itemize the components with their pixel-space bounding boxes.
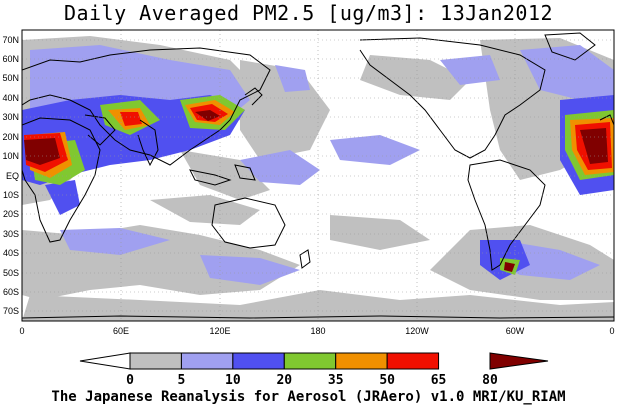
map-title: Daily Averaged PM2.5 [ug/m3]: 13Jan2012 — [63, 1, 554, 25]
pm-level-above-80-regions — [24, 110, 608, 272]
longitude-labels: 0 60E 120E 180 120W 60W 0 — [19, 326, 614, 336]
colorbar-segments — [129, 352, 440, 370]
lat-label: 10N — [2, 151, 19, 161]
footer-credit: The Japanese Reanalysis for Aerosol (JRA… — [51, 389, 566, 405]
colorbar-labels: 0 5 10 20 35 50 65 80 — [126, 373, 498, 388]
colorbar-label: 10 — [225, 373, 241, 388]
colorbar-label: 0 — [126, 373, 134, 388]
colorbar-label: 50 — [379, 373, 395, 388]
colorbar-segment — [335, 352, 388, 370]
lon-label: 0 — [19, 326, 24, 336]
colorbar-min-arrow — [79, 352, 131, 370]
colorbar-segment — [180, 352, 234, 370]
colorbar-segment — [232, 352, 285, 370]
lat-label: 40S — [3, 248, 19, 258]
colorbar-label: 65 — [431, 373, 447, 388]
map-gridlines — [22, 30, 614, 321]
lon-label: 120W — [405, 326, 429, 336]
lat-label: 20N — [2, 132, 19, 142]
lat-label: 20S — [3, 209, 19, 219]
lon-label: 60E — [113, 326, 129, 336]
latitude-labels: 70N 60N 50N 40N 30N 20N 10N EQ 10S 20S 3… — [2, 35, 19, 316]
lon-label: 60W — [506, 326, 525, 336]
lat-label: 30S — [3, 229, 19, 239]
colorbar-segment — [129, 352, 182, 370]
colorbar-label: 5 — [178, 373, 186, 388]
colorbar-max-arrow — [489, 352, 549, 370]
colorbar-label: 20 — [276, 373, 292, 388]
lat-label: 50S — [3, 268, 19, 278]
map-frame — [21, 29, 615, 322]
colorbar-label: 35 — [328, 373, 344, 388]
colorbar-segment — [386, 352, 440, 370]
lon-label: 120E — [209, 326, 230, 336]
colorbar: 0 5 10 20 35 50 65 80 — [79, 352, 549, 388]
lon-label: 180 — [310, 326, 325, 336]
colorbar-segment — [283, 352, 337, 370]
lat-label: 70S — [3, 306, 19, 316]
coastlines — [22, 32, 614, 319]
lat-label: 70N — [2, 35, 19, 45]
lon-label: 0 — [609, 326, 614, 336]
colorbar-label: 80 — [482, 373, 498, 388]
lat-label: EQ — [6, 171, 19, 181]
lat-label: 60S — [3, 287, 19, 297]
map-area — [22, 30, 614, 321]
lat-label: 50N — [2, 73, 19, 83]
lat-label: 30N — [2, 112, 19, 122]
lat-label: 40N — [2, 93, 19, 103]
lat-label: 60N — [2, 54, 19, 64]
lat-label: 10S — [3, 190, 19, 200]
